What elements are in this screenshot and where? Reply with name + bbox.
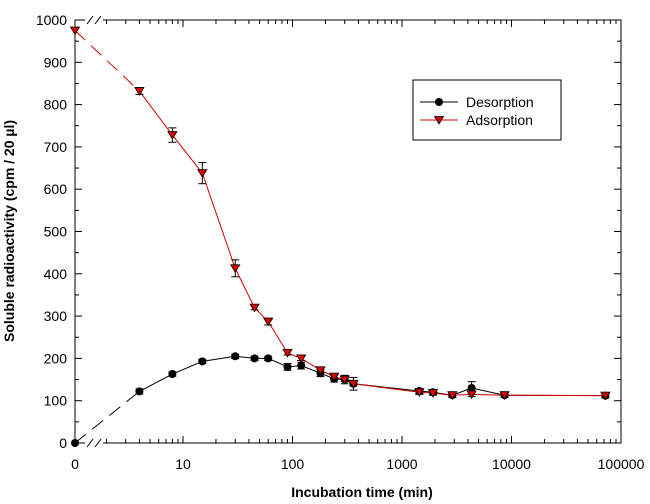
y-tick-label: 500 [44,224,68,240]
y-tick-labels: 0 100 200 300 400 500 600 700 800 900 1000 [36,12,67,451]
adsorption-point [263,317,274,327]
y-tick-label: 300 [44,308,68,324]
desorption-point [135,387,144,396]
adsorption-point [167,131,178,140]
adsorption-point [230,264,241,274]
adsorption-point [134,87,145,96]
desorption-point [283,362,292,371]
x-tick-labels: 0 10 100 1000 10000 100000 [71,456,644,472]
y-tick-label: 200 [44,350,68,366]
tick-marks [74,19,622,444]
adsorption-point [328,372,340,382]
y-tick-label: 600 [44,181,68,197]
adsorption-point [69,26,81,36]
legend-marker-adsorption [433,116,445,125]
adsorption-point [197,169,208,178]
x-tick-label: 10 [175,456,191,472]
y-tick-label: 1000 [36,12,67,28]
legend: Desorption Adsorption [412,79,562,141]
axis-break-mark-bottom-0 [86,438,94,448]
desorption-point [297,361,306,370]
adsorption-point [348,379,359,389]
legend-label-desorption: Desorption [466,94,534,110]
y-axis-label: Soluble radioactivity (cpm / 20 µl) [1,120,17,342]
y-tick-label: 0 [59,435,67,451]
desorption-point [467,384,476,393]
data-points [69,26,611,447]
y-tick-label: 400 [44,266,68,282]
adsorption-point [427,389,439,398]
x-tick-label: 10000 [492,456,531,472]
desorption-point [250,354,259,363]
adsorption-point [466,390,477,400]
adsorption-point [339,375,350,385]
adsorption-point [249,303,260,313]
y-tick-label: 900 [44,54,68,70]
desorption-point [198,357,207,366]
adsorption-point [499,391,510,400]
axis-break-gap-bottom [85,440,103,446]
x-tick-label: 0 [71,456,79,472]
desorption-point [168,370,177,379]
adsorption-point [295,354,307,364]
desorption-point [264,354,273,363]
desorption-point [71,439,79,447]
adsorption-point [414,388,425,398]
desorption-point [231,352,240,361]
x-axis-label: Incubation time (min) [291,484,433,500]
legend-box [412,79,562,141]
axis-break-mark-bottom-1 [94,438,102,448]
x-tick-label: 100 [281,456,305,472]
legend-label-adsorption: Adsorption [466,112,533,128]
axis-break-mark-top-1 [94,15,102,25]
adsorption-point [447,391,458,400]
axis-break-gap-top [85,17,103,23]
legend-marker-desorption [435,98,443,106]
y-tick-label: 800 [44,97,68,113]
desorption-break-line [74,391,140,444]
desorption-line [139,355,606,397]
y-tick-label: 700 [44,139,68,155]
adsorption-point [600,391,611,401]
adsorption-point [315,366,326,376]
x-tick-label: 100000 [598,456,645,472]
adsorption-break-line [74,30,140,92]
axis-break-mark-top-0 [86,15,94,25]
y-tick-label: 100 [44,393,68,409]
x-tick-label: 1000 [386,456,417,472]
adsorption-point [282,349,293,358]
